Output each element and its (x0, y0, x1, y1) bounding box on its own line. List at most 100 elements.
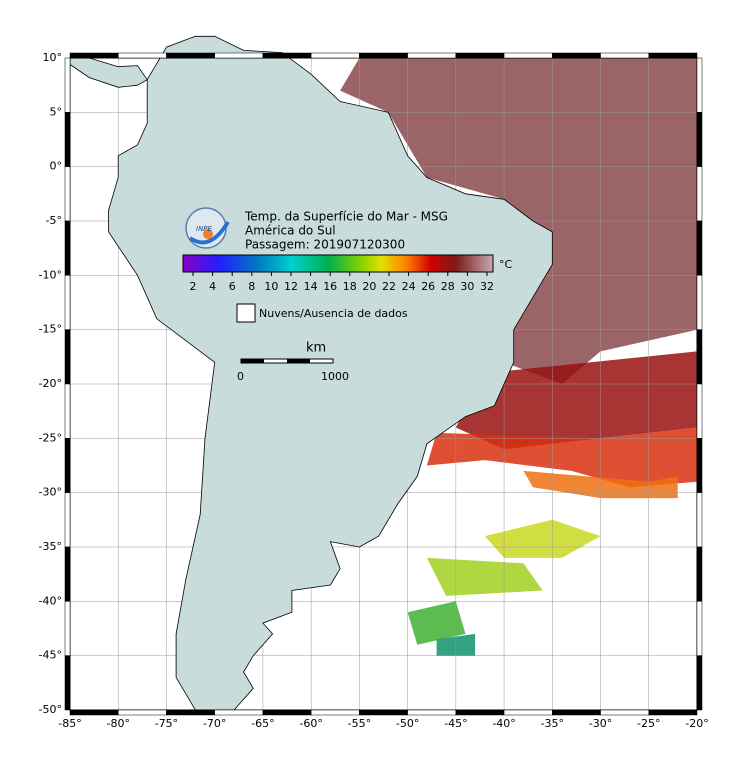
lat-label: 5° (50, 105, 63, 118)
sst-patch (484, 519, 601, 558)
frame-seg (64, 112, 71, 167)
frame-seg (648, 52, 698, 59)
colorbar-label: 28 (441, 280, 455, 293)
colorbar-label: 14 (304, 280, 318, 293)
colorbar-label: 30 (460, 280, 474, 293)
land (108, 35, 553, 711)
frame-seg (64, 383, 71, 439)
frame-seg (552, 709, 601, 716)
frame-seg (359, 52, 408, 59)
sst-patch (426, 557, 543, 596)
lat-label: 10° (43, 51, 63, 64)
frame-seg (696, 492, 703, 548)
frame-seg (64, 601, 71, 656)
scale-label: 0 (237, 370, 244, 383)
lat-label: -20° (39, 377, 62, 390)
frame-seg (64, 438, 71, 493)
colorbar-label: 18 (343, 280, 357, 293)
frame-seg (696, 438, 703, 493)
frame-seg (696, 383, 703, 439)
lon-label: -65° (251, 717, 274, 730)
frame-seg (696, 601, 703, 656)
lat-label: -15° (39, 323, 62, 336)
legend-swatch (236, 303, 256, 323)
land (69, 57, 148, 88)
scale-seg (241, 359, 264, 363)
frame-seg (407, 52, 457, 59)
frame-seg (503, 52, 553, 59)
lon-label: -30° (589, 717, 612, 730)
pass: Passagem: 201907120300 (245, 238, 405, 252)
lon-label: -70° (203, 717, 226, 730)
lat-label: -10° (39, 268, 62, 281)
frame-seg (69, 52, 119, 59)
frame-seg (696, 275, 703, 330)
frame-seg (648, 709, 698, 716)
colorbar-label: 6 (229, 280, 236, 293)
colorbar-label: 4 (209, 280, 216, 293)
region: América do Sul (245, 224, 336, 238)
frame-seg (455, 52, 505, 59)
lon-label: -40° (492, 717, 515, 730)
lat-label: -50° (39, 703, 62, 716)
frame-seg (696, 655, 703, 711)
lat-label: -35° (39, 540, 62, 553)
scale-unit: km (306, 341, 326, 356)
frame-seg (696, 329, 703, 385)
lon-label: -60° (299, 717, 322, 730)
scale-seg (287, 359, 310, 363)
title: Temp. da Superfície do Mar - MSG (244, 210, 448, 224)
colorbar-label: 26 (421, 280, 435, 293)
lat-label: -25° (39, 431, 62, 444)
frame-seg (262, 709, 312, 716)
frame-seg (214, 52, 264, 59)
frame-seg (552, 52, 601, 59)
colorbar-label: 22 (382, 280, 396, 293)
lat-label: -40° (39, 594, 62, 607)
frame-seg (64, 57, 71, 113)
lon-label: -75° (155, 717, 178, 730)
frame-seg (64, 492, 71, 548)
colorbar-label: 8 (248, 280, 255, 293)
frame-seg (64, 546, 71, 602)
lat-label: -30° (39, 486, 62, 499)
lat-label: -45° (39, 649, 62, 662)
frame-seg (64, 655, 71, 711)
sst-patch (407, 601, 466, 645)
frame-seg (166, 709, 215, 716)
sst-patch (455, 351, 697, 450)
frame-seg (262, 52, 312, 59)
frame-seg (64, 275, 71, 330)
frame-seg (117, 709, 167, 716)
logo-arrow (188, 220, 230, 245)
lat-label: -5° (46, 214, 62, 227)
sst-patch (340, 58, 697, 384)
frame-seg (696, 112, 703, 167)
logo-sun (203, 229, 213, 239)
lon-label: -50° (396, 717, 419, 730)
frame-seg (310, 52, 360, 59)
lon-label: -25° (637, 717, 660, 730)
colorbar-label: 12 (284, 280, 298, 293)
frame-seg (503, 709, 553, 716)
sst-patch (426, 427, 697, 488)
frame-seg (64, 329, 71, 385)
lon-label: -80° (106, 717, 129, 730)
frame-seg (64, 166, 71, 222)
frame-seg (696, 57, 703, 113)
logo-text: INPE (196, 225, 213, 233)
lon-label: -55° (348, 717, 371, 730)
frame-seg (214, 709, 264, 716)
colorbar (182, 254, 494, 273)
frame-seg (310, 709, 360, 716)
lon-label: -20° (685, 717, 708, 730)
overlay: Temp. da Superfície do Mar - MSG América… (182, 207, 513, 383)
colorbar-label: 16 (323, 280, 337, 293)
frame-seg (359, 709, 408, 716)
lon-label: -45° (444, 717, 467, 730)
frame-seg (64, 220, 71, 276)
frame-seg (600, 709, 650, 716)
frame-seg (69, 709, 119, 716)
lon-label: -85° (58, 717, 81, 730)
